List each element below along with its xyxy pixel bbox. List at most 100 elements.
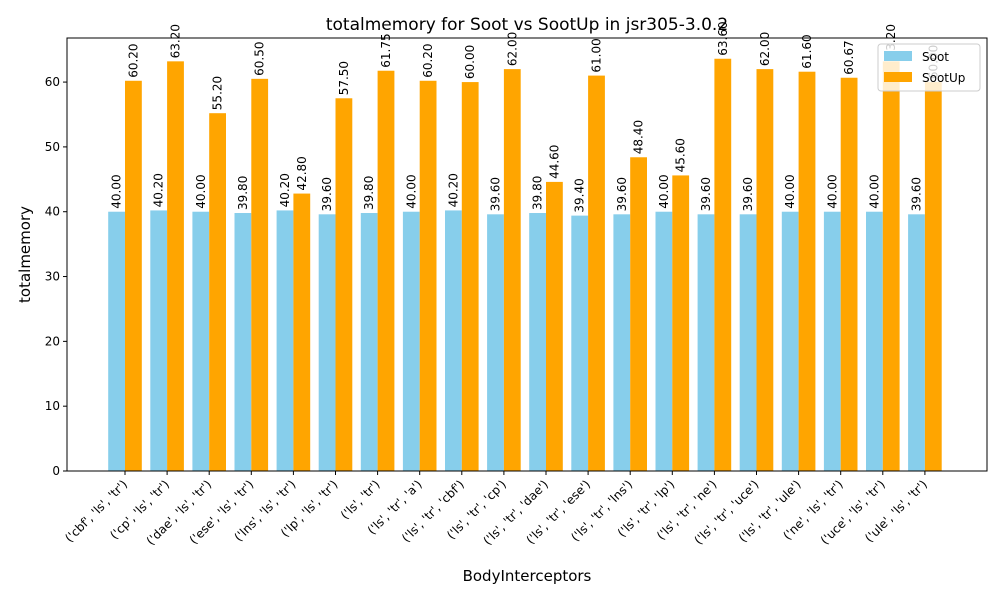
- data-label-soot-12: 39.60: [615, 177, 629, 211]
- data-label-soot-6: 39.80: [362, 176, 376, 210]
- data-label-sootup-16: 61.60: [800, 34, 814, 68]
- bar-soot-15: [739, 214, 757, 471]
- data-label-soot-9: 39.60: [489, 177, 503, 211]
- legend-swatch-sootup: [884, 72, 912, 82]
- y-tick-label: 60: [45, 75, 60, 89]
- bar-sootup-11: [588, 75, 605, 471]
- bar-sootup-14: [714, 58, 732, 471]
- data-label-sootup-6: 61.75: [379, 33, 393, 67]
- bar-sootup-13: [672, 175, 690, 471]
- y-tick-label: 20: [45, 334, 60, 348]
- y-tick-label: 10: [45, 399, 60, 413]
- legend-swatch-soot: [884, 51, 912, 61]
- data-label-soot-1: 40.20: [152, 173, 166, 207]
- bar-sootup-15: [756, 69, 774, 471]
- bar-sootup-2: [209, 113, 226, 471]
- bar-sootup-10: [546, 181, 563, 472]
- y-tick-label: 50: [45, 140, 60, 154]
- bar-soot-12: [613, 214, 631, 471]
- bar-sootup-4: [293, 193, 311, 472]
- x-axis-ticks: ('cbf', 'ls', 'tr')('cp', 'ls', 'tr')('d…: [62, 471, 930, 548]
- bar-soot-18: [866, 211, 883, 471]
- data-label-sootup-4: 42.80: [295, 156, 309, 190]
- data-label-sootup-10: 44.60: [547, 145, 561, 179]
- y-tick-label: 40: [45, 205, 60, 219]
- data-label-soot-14: 39.60: [699, 177, 713, 211]
- y-axis-ticks: 0 10 20 30 40 50 60: [45, 75, 67, 478]
- bar-sootup-6: [377, 70, 395, 471]
- chart-title: totalmemory for Soot vs SootUp in jsr305…: [326, 15, 728, 35]
- bar-soot-3: [234, 213, 252, 472]
- data-label-sootup-12: 48.40: [632, 120, 646, 154]
- bar-sootup-17: [840, 77, 858, 472]
- data-label-sootup-8: 60.00: [463, 45, 477, 79]
- bar-sootup-12: [630, 157, 647, 471]
- data-label-sootup-9: 62.00: [505, 32, 519, 66]
- bar-soot-10: [529, 213, 546, 472]
- bars-layer: [108, 58, 942, 472]
- bar-soot-16: [781, 211, 799, 471]
- bar-sootup-18: [882, 61, 900, 472]
- bar-soot-11: [571, 215, 589, 471]
- plot-frame: [66, 37, 988, 472]
- bar-sootup-5: [335, 98, 353, 472]
- data-label-sootup-5: 57.50: [337, 61, 351, 95]
- data-label-soot-8: 40.20: [446, 173, 460, 207]
- bar-sootup-0: [125, 80, 142, 472]
- bar-sootup-16: [798, 71, 816, 471]
- data-label-soot-3: 39.80: [236, 176, 250, 210]
- bar-soot-4: [276, 210, 294, 471]
- data-label-sootup-2: 55.20: [211, 76, 225, 110]
- bar-soot-8: [445, 210, 462, 471]
- data-labels-layer: 40.00 40.20 40.00 39.80 40.20 39.60 39.80 40.00…: [110, 21, 941, 212]
- y-tick-label: 0: [52, 464, 60, 478]
- bar-sootup-9: [503, 69, 521, 471]
- bar-sootup-1: [167, 61, 184, 472]
- data-label-sootup-0: 60.20: [126, 43, 140, 77]
- data-label-soot-19: 39.60: [910, 177, 924, 211]
- data-label-sootup-15: 62.00: [758, 32, 772, 66]
- y-axis-label: totalmemory: [16, 206, 34, 303]
- legend: Soot SootUp: [877, 43, 981, 92]
- data-label-sootup-3: 60.50: [253, 41, 267, 75]
- data-label-soot-13: 40.00: [657, 174, 671, 208]
- data-label-soot-5: 39.60: [320, 177, 334, 211]
- data-label-sootup-14: 63.60: [716, 21, 730, 55]
- data-label-soot-16: 40.00: [783, 174, 797, 208]
- bar-soot-2: [192, 211, 210, 471]
- data-label-sootup-11: 61.00: [590, 38, 604, 72]
- data-label-sootup-17: 60.67: [842, 40, 856, 74]
- bar-soot-13: [655, 211, 673, 471]
- data-label-sootup-1: 63.20: [169, 24, 183, 58]
- data-label-soot-11: 39.40: [573, 178, 587, 212]
- x-axis-label: BodyInterceptors: [463, 567, 592, 585]
- data-label-sootup-7: 60.20: [421, 43, 435, 77]
- bar-sootup-8: [461, 82, 479, 471]
- data-label-soot-4: 40.20: [278, 173, 292, 207]
- bar-soot-14: [697, 214, 715, 471]
- bar-soot-7: [402, 211, 420, 471]
- bar-sootup-19: [924, 82, 942, 471]
- data-label-soot-17: 40.00: [825, 174, 839, 208]
- data-label-soot-15: 39.60: [741, 177, 755, 211]
- bar-soot-6: [360, 213, 378, 472]
- data-label-soot-10: 39.80: [531, 176, 545, 210]
- legend-label-soot: Soot: [922, 50, 949, 64]
- data-label-soot-18: 40.00: [867, 174, 881, 208]
- bar-soot-1: [150, 210, 168, 471]
- bar-soot-17: [823, 211, 841, 471]
- data-label-soot-0: 40.00: [110, 174, 124, 208]
- data-label-sootup-13: 45.60: [674, 138, 688, 172]
- bar-sootup-3: [251, 78, 269, 471]
- bar-soot-9: [487, 214, 504, 471]
- bar-sootup-7: [419, 80, 437, 472]
- data-label-soot-7: 40.00: [404, 174, 418, 208]
- legend-label-sootup: SootUp: [922, 71, 965, 85]
- y-tick-label: 30: [45, 270, 60, 284]
- bar-soot-19: [908, 214, 925, 471]
- bar-soot-5: [318, 214, 336, 471]
- data-label-soot-2: 40.00: [194, 174, 208, 208]
- bar-soot-0: [108, 211, 125, 471]
